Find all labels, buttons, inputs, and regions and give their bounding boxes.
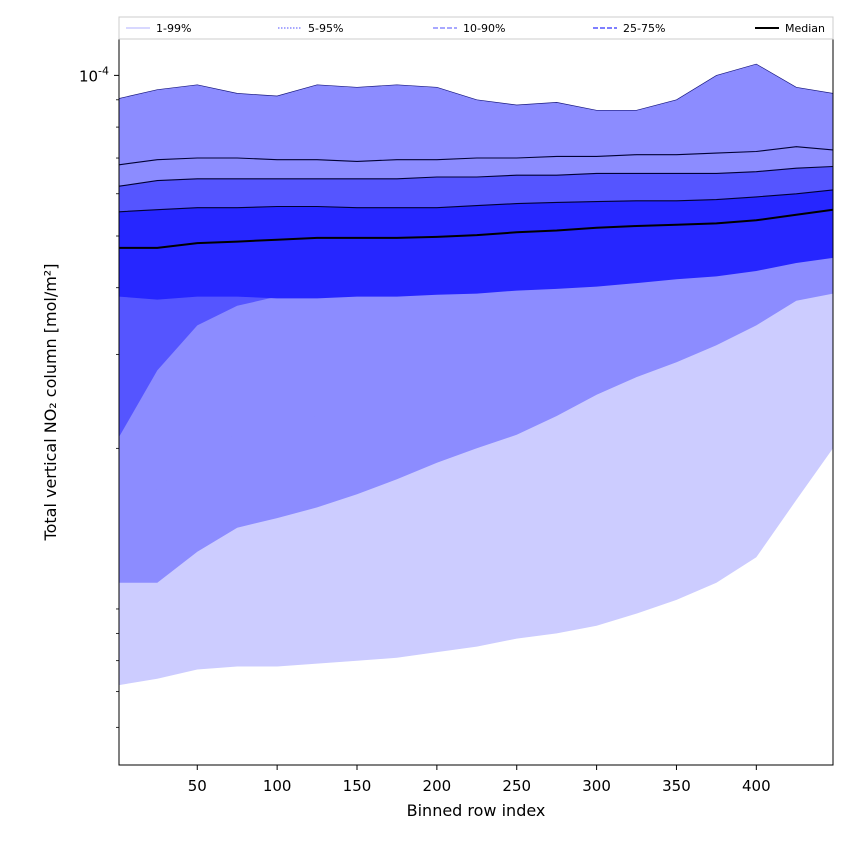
y-axis-label: Total vertical NO₂ column [mol/m²] xyxy=(41,264,60,542)
lines-layer xyxy=(119,63,833,249)
y-axis: 10-4 xyxy=(79,64,119,728)
legend-label: 1-99% xyxy=(156,22,191,35)
y-tick-label: 10-4 xyxy=(79,64,109,85)
legend-label: 10-90% xyxy=(463,22,505,35)
band-upper-edge xyxy=(119,189,833,213)
x-tick-label: 50 xyxy=(188,777,207,795)
legend: 1-99% 5-95% 10-90% 25-75% Median xyxy=(118,16,834,40)
band-upper-edge xyxy=(119,146,833,166)
legend-frame xyxy=(118,16,834,40)
x-tick-label: 100 xyxy=(263,777,292,795)
band-inner xyxy=(119,189,833,300)
x-tick-label: 150 xyxy=(343,777,372,795)
legend-label: Median xyxy=(785,22,825,35)
x-tick-label: 200 xyxy=(423,777,452,795)
legend-label: 5-95% xyxy=(308,22,343,35)
band-upper-edge xyxy=(119,63,833,111)
band-upper-edge xyxy=(119,165,833,187)
x-tick-label: 300 xyxy=(582,777,611,795)
x-tick-label: 350 xyxy=(662,777,691,795)
x-tick-label: 250 xyxy=(502,777,531,795)
x-axis: 50 100 150 200 250 300 350 400 xyxy=(188,765,771,795)
x-axis-label: Binned row index xyxy=(407,801,546,820)
x-tick-label: 400 xyxy=(742,777,771,795)
median-line xyxy=(119,208,833,249)
legend-label: 25-75% xyxy=(623,22,665,35)
